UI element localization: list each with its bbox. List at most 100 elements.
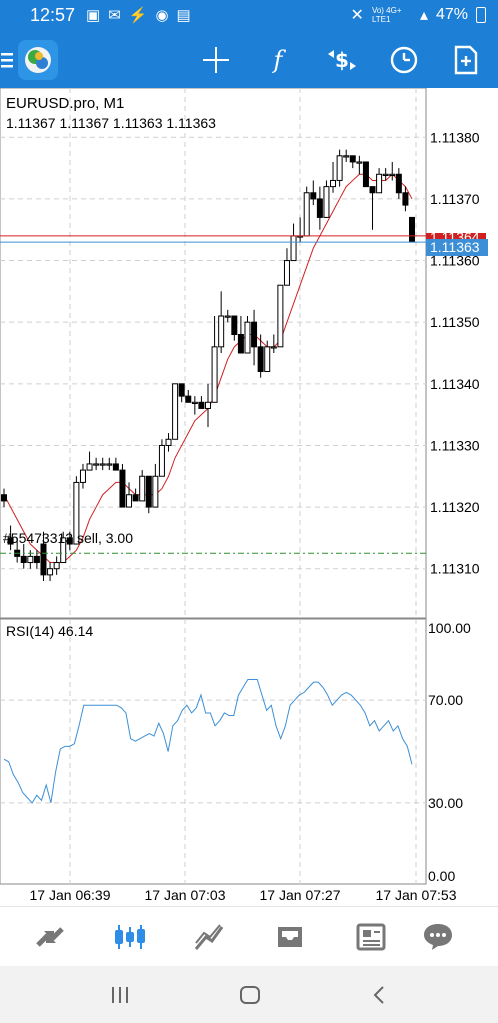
toolbar: f $ <box>0 32 498 88</box>
bull-candle <box>79 469 86 483</box>
bull-candle <box>343 155 350 158</box>
bull-candle <box>126 494 133 508</box>
price-lines-layer <box>0 235 426 554</box>
bear-candle <box>185 395 192 403</box>
bull-candle <box>376 173 383 194</box>
candles-layer <box>1 149 415 582</box>
metatrader-logo-icon <box>18 40 58 80</box>
bear-candle <box>20 555 27 564</box>
indicators-button[interactable]: f <box>260 42 296 78</box>
crosshair-icon <box>203 47 229 73</box>
image-icon: ▤ <box>176 7 191 24</box>
bear-candle <box>310 192 317 200</box>
rsi-layer <box>3 679 413 804</box>
bull-candle <box>73 481 80 545</box>
newspaper-icon <box>356 923 386 951</box>
bear-candle <box>178 383 185 397</box>
price-tick-label: 1.11340 <box>430 376 480 392</box>
bull-candle <box>323 186 330 218</box>
bull-candle <box>139 475 146 502</box>
bolt-icon: ⚡ <box>128 7 148 24</box>
new-order-button[interactable] <box>448 42 484 78</box>
nav-trade[interactable] <box>192 919 228 955</box>
notification-icons: ▣ ✉ ⚡ ◉ ▤ <box>86 6 191 24</box>
hamburger-icon <box>1 53 13 68</box>
bear-candle <box>132 494 139 502</box>
rsi-pane-frame <box>0 618 427 885</box>
bull-candle <box>205 401 211 409</box>
price-tick-label: 1.11380 <box>430 129 480 145</box>
crosshair-button[interactable] <box>198 42 234 78</box>
bear-candle <box>257 346 264 372</box>
bid-price-label: 1.11363 <box>430 239 480 255</box>
chart-area[interactable]: 1.11380 1.11370 1.11360 1.11350 1.11340 1.113… <box>0 87 498 906</box>
bull-candle <box>218 315 225 348</box>
bear-candle <box>251 321 258 348</box>
bull-candle <box>86 463 93 471</box>
bull-candle <box>99 463 106 466</box>
price-tick-label: 1.11370 <box>430 191 480 207</box>
price-tick-label: 1.11350 <box>430 314 480 330</box>
back-button[interactable] <box>360 980 400 1010</box>
mail-icon: ✉ <box>108 7 121 24</box>
home-button[interactable] <box>230 980 270 1010</box>
mute-icon: ✕ <box>350 7 364 24</box>
bull-candle <box>382 173 389 176</box>
bull-candle <box>53 562 60 570</box>
back-chevron-icon <box>373 986 384 1004</box>
bear-candle <box>1 494 7 502</box>
time-tick-label: 17 Jan 07:53 <box>376 887 457 903</box>
bull-candle <box>389 173 396 176</box>
chat-bubble-icon <box>424 924 452 950</box>
trend-icon <box>194 924 224 950</box>
bear-candle <box>33 555 40 564</box>
bull-candle <box>191 401 198 405</box>
price-tick-label: 1.11330 <box>430 437 480 453</box>
rsi-label: RSI(14) 46.14 <box>6 623 93 639</box>
time-tick-label: 17 Jan 07:03 <box>145 887 226 903</box>
inbox-icon <box>278 927 302 947</box>
recent-apps-icon <box>112 987 128 1003</box>
bull-candle <box>93 463 100 466</box>
axes-layer: 1.11380 1.11370 1.11360 1.11350 1.11340 1.113… <box>30 129 480 903</box>
bear-candle <box>40 543 47 576</box>
nav-news[interactable] <box>352 919 388 955</box>
bull-candle <box>27 555 34 564</box>
rsi-line <box>3 679 413 804</box>
nav-history[interactable] <box>272 919 308 955</box>
timeframe-button[interactable] <box>386 42 422 78</box>
chart-canvas[interactable]: 1.11380 1.11370 1.11360 1.11350 1.11340 1.113… <box>0 87 498 906</box>
bear-candle <box>409 216 415 243</box>
bear-candle <box>231 315 238 336</box>
bear-candle <box>362 161 369 188</box>
chat-icon: ◉ <box>155 7 169 24</box>
nav-messages[interactable] <box>420 919 456 955</box>
dollar-arrows-icon: $ <box>328 48 356 72</box>
order-label[interactable]: #55473313 sell, 3.00 <box>3 530 133 546</box>
bull-candle <box>270 346 277 349</box>
bid-price-tag <box>426 239 488 256</box>
battery-icon <box>476 7 486 23</box>
bear-candle <box>316 198 323 218</box>
bear-candle <box>66 537 73 545</box>
menu-button[interactable] <box>0 42 14 78</box>
app-logo-button[interactable] <box>18 40 58 80</box>
home-icon <box>240 986 260 1004</box>
bull-candle <box>172 383 179 440</box>
system-icons: ✕ Vo) 4G+ LTE1 ▴ 47% <box>351 5 486 25</box>
status-time: 12:57 <box>30 5 76 25</box>
bull-candle <box>244 321 251 354</box>
trade-button[interactable]: $ <box>324 42 360 78</box>
bull-candle <box>47 568 54 576</box>
new-document-icon <box>454 45 478 75</box>
ohlc-label: 1.11367 1.11367 1.11363 1.11363 <box>6 115 216 131</box>
clock-icon <box>390 46 418 74</box>
nav-chart[interactable] <box>112 919 148 955</box>
time-tick-label: 17 Jan 07:27 <box>260 887 341 903</box>
recent-apps-button[interactable] <box>100 980 140 1010</box>
ask-price-tag <box>426 233 486 242</box>
bear-candle <box>145 475 152 508</box>
bull-candle <box>356 161 363 164</box>
nav-quotes[interactable] <box>32 919 68 955</box>
quotes-arrows-icon <box>36 927 64 947</box>
